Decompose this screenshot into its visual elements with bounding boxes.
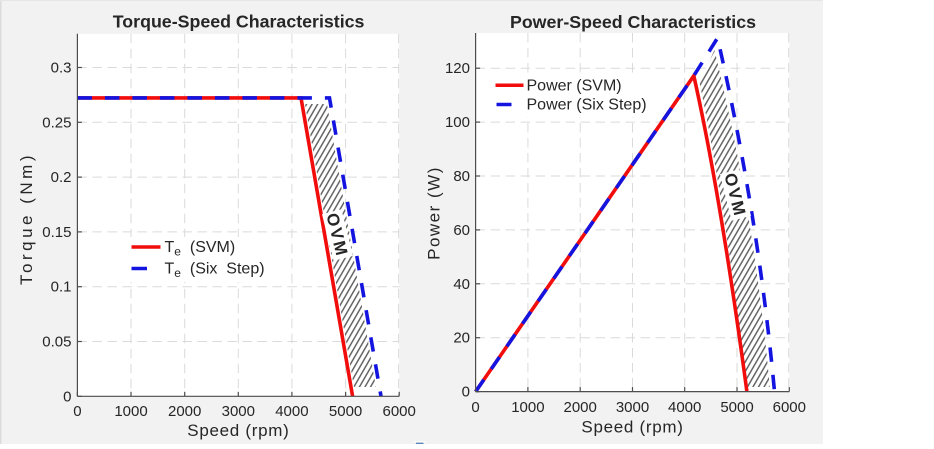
svg-text:80: 80: [453, 168, 470, 185]
svg-text:0: 0: [63, 388, 71, 405]
svg-text:6000: 6000: [773, 399, 806, 416]
svg-text:6000: 6000: [383, 403, 416, 420]
svg-text:5000: 5000: [720, 399, 753, 416]
svg-text:0.3: 0.3: [51, 60, 72, 77]
svg-text:0: 0: [73, 403, 81, 420]
svg-text:0.2: 0.2: [51, 169, 72, 186]
svg-text:Torque (Nm): Torque (Nm): [17, 152, 36, 285]
svg-text:20: 20: [453, 330, 470, 347]
svg-text:0.1: 0.1: [51, 279, 72, 296]
svg-text:Power (SVM): Power (SVM): [527, 77, 622, 94]
svg-text:Te (Six Step): Te (Six Step): [165, 261, 265, 281]
svg-text:4000: 4000: [668, 399, 701, 416]
svg-text:0.25: 0.25: [42, 114, 71, 131]
svg-text:40: 40: [453, 276, 470, 293]
svg-text:Power (W): Power (W): [425, 166, 444, 260]
svg-text:0.05: 0.05: [42, 334, 71, 351]
svg-text:Torque-Speed Characteristics: Torque-Speed Characteristics: [113, 12, 365, 32]
svg-text:60: 60: [453, 222, 470, 239]
svg-text:2000: 2000: [168, 403, 201, 420]
svg-text:0: 0: [471, 399, 479, 416]
svg-text:1000: 1000: [114, 403, 147, 420]
svg-text:0.15: 0.15: [42, 224, 71, 241]
svg-text:3000: 3000: [616, 399, 649, 416]
svg-text:4000: 4000: [275, 403, 308, 420]
svg-text:100: 100: [445, 114, 470, 131]
svg-text:0: 0: [462, 384, 470, 401]
svg-text:3000: 3000: [222, 403, 255, 420]
svg-text:5000: 5000: [329, 403, 362, 420]
svg-text:Speed (rpm): Speed (rpm): [187, 421, 289, 440]
svg-text:Power (Six Step): Power (Six Step): [527, 97, 647, 114]
svg-text:Speed (rpm): Speed (rpm): [581, 418, 683, 437]
svg-text:Te (SVM): Te (SVM): [165, 239, 236, 259]
svg-text:Power-Speed Characteristics: Power-Speed Characteristics: [510, 12, 756, 32]
svg-text:2000: 2000: [564, 399, 597, 416]
svg-text:1000: 1000: [511, 399, 544, 416]
svg-text:120: 120: [445, 60, 470, 77]
